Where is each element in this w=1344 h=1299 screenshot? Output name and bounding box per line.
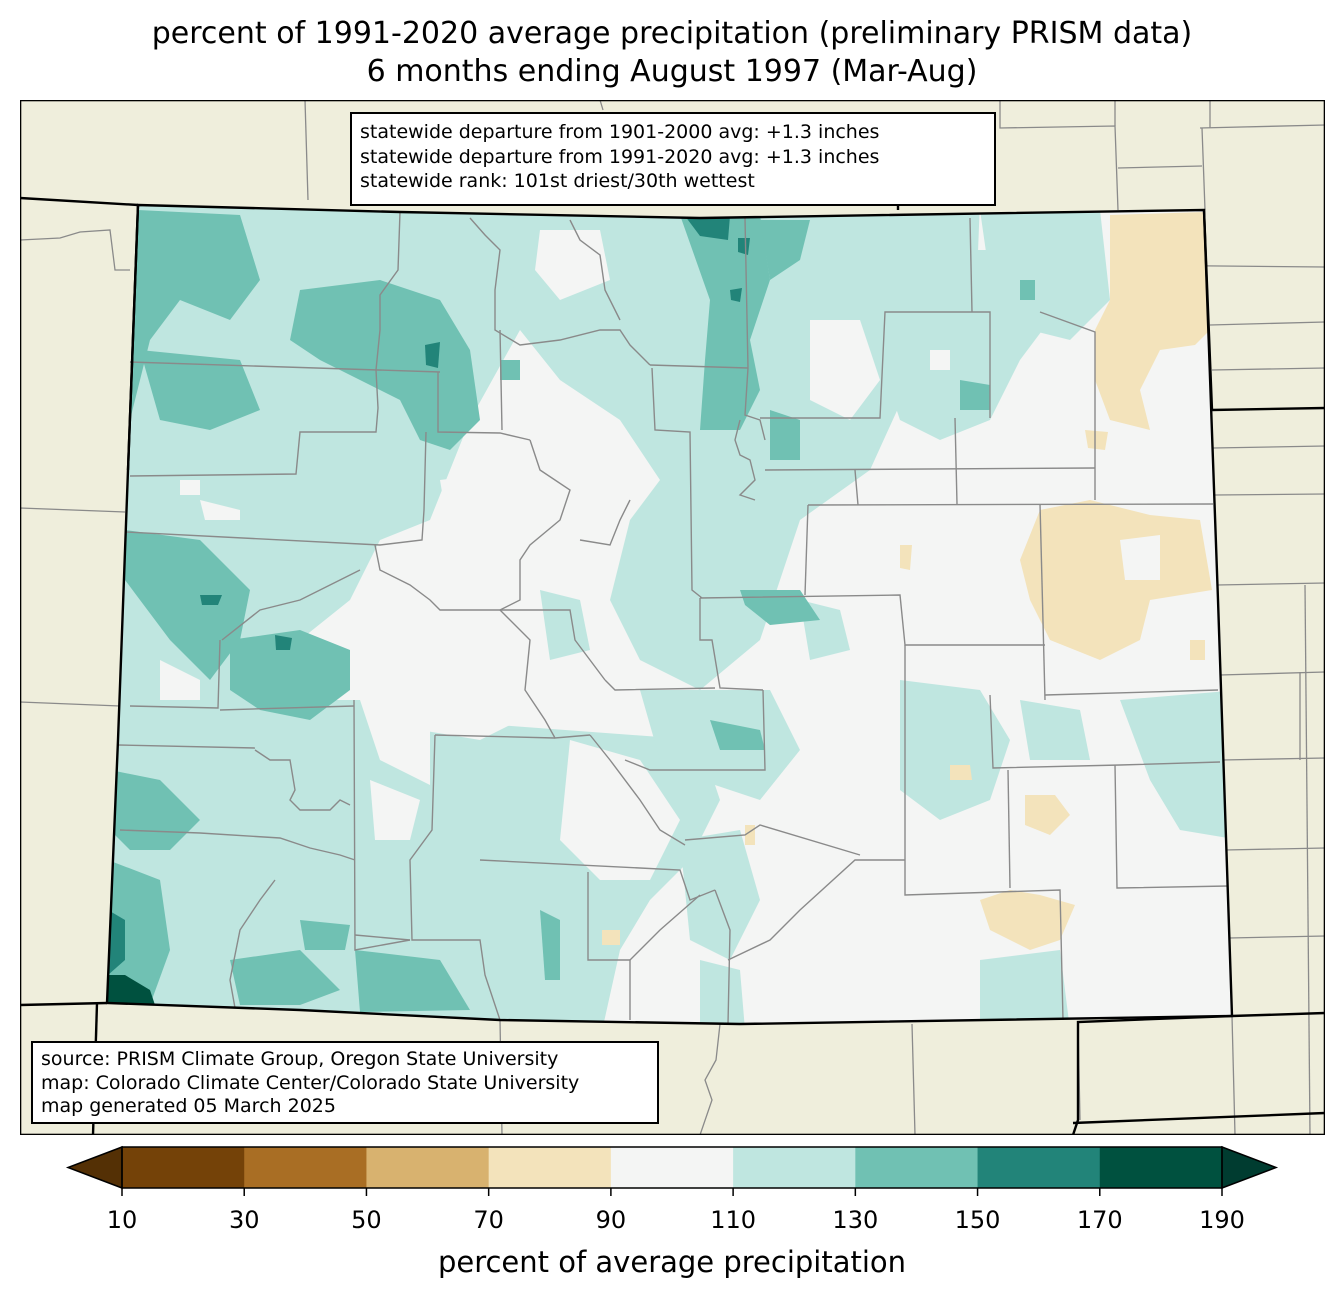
map-frame (20, 100, 1325, 1135)
colorbar-outline (121, 1146, 1223, 1189)
colorbar-tick-label: 30 (229, 1206, 260, 1234)
statewide-stats-box: statewide departure from 1901-2000 avg: … (350, 112, 996, 206)
stats-rank: statewide rank: 101st driest/30th wettes… (360, 170, 755, 192)
colorbar-over-arrow (1221, 1145, 1279, 1190)
colorbar-under-arrow (65, 1145, 123, 1190)
stats-departure-1901: statewide departure from 1901-2000 avg: … (360, 121, 880, 143)
source-box: source: PRISM Climate Group, Oregon Stat… (31, 1041, 659, 1124)
map-subtitle: 6 months ending August 1997 (Mar-Aug) (366, 54, 978, 89)
colorbar-tick-label: 150 (955, 1206, 1001, 1234)
colorbar-bin (855, 1147, 979, 1188)
colorbar-bin (244, 1147, 367, 1188)
colorbar-bin (122, 1147, 245, 1188)
colorbar-tick-label: 50 (351, 1206, 382, 1234)
map-credit-line: map: Colorado Climate Center/Colorado St… (41, 1071, 580, 1094)
state-borders (20, 190, 1325, 1135)
colorado-border (105, 203, 1234, 1026)
colorbar-tick-label: 170 (1077, 1206, 1123, 1234)
colorbar-bin (1099, 1147, 1223, 1188)
colorbar-bin (977, 1147, 1101, 1188)
stats-departure-1991: statewide departure from 1991-2020 avg: … (360, 145, 880, 168)
colorbar-tick-label: 190 (1199, 1206, 1245, 1234)
colorbar-tick-label: 70 (473, 1206, 504, 1234)
colorbar-tick-label: 110 (710, 1206, 756, 1234)
colorbar: 10 30 50 70 90 110 130 150 170 190 percent of ave… (65, 1145, 1279, 1279)
source-line: source: PRISM Climate Group, Oregon Stat… (41, 1048, 559, 1070)
generated-date-line: map generated 05 March 2025 (41, 1095, 336, 1117)
colorbar-bin (366, 1147, 490, 1188)
colorbar-tick-label: 90 (596, 1206, 627, 1234)
precipitation-map (20, 100, 1325, 1135)
colorbar-ticks: 10 30 50 70 90 110 130 150 170 190 (107, 1188, 1245, 1234)
colorbar-bin (488, 1147, 612, 1188)
map-title: percent of 1991-2020 average precipitati… (151, 16, 1193, 51)
colorbar-tick-label: 10 (107, 1206, 138, 1234)
colorbar-bins (122, 1147, 1223, 1188)
colorbar-bin (733, 1147, 856, 1188)
colorbar-label: percent of average precipitation (438, 1245, 906, 1279)
county-lines (117, 211, 1229, 1025)
colorbar-bin (610, 1147, 734, 1188)
colorbar-tick-label: 130 (832, 1206, 878, 1234)
precip-fields (107, 205, 1232, 1024)
